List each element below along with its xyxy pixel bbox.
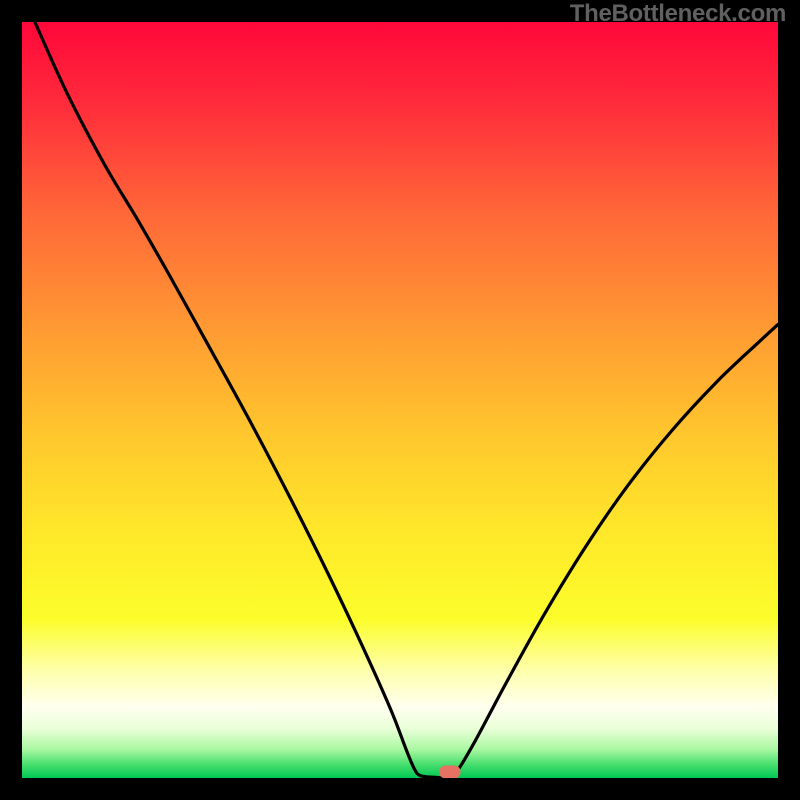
watermark-source: TheBottleneck.com xyxy=(570,0,786,28)
bottleneck-chart-svg xyxy=(22,22,778,778)
bottleneck-chart xyxy=(22,22,778,778)
gradient-background xyxy=(22,22,778,778)
optimal-point-marker xyxy=(439,766,460,778)
